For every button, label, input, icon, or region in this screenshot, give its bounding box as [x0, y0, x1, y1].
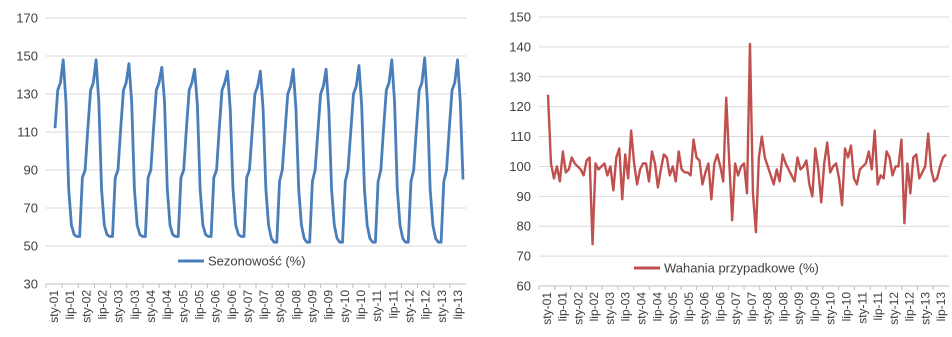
x-tick-label: lip-02 — [96, 290, 110, 320]
y-tick-label: 130 — [16, 87, 38, 102]
x-tick-label: sty-07 — [729, 292, 743, 325]
y-tick-label: 120 — [509, 99, 531, 114]
x-tick-label: sty-01 — [540, 292, 554, 325]
x-tick-label: lip-03 — [128, 290, 142, 320]
legend: Wahania przypadkowe (%) — [630, 258, 856, 278]
x-tick-label: sty-06 — [698, 292, 712, 325]
x-tick-label: sty-12 — [887, 292, 901, 325]
x-tick-label: sty-13 — [435, 290, 449, 323]
x-tick-label: lip-01 — [556, 292, 570, 322]
y-tick-label: 60 — [517, 279, 531, 294]
x-tick-label: sty-09 — [306, 290, 320, 323]
y-tick-label: 70 — [24, 201, 38, 216]
x-tick-label: lip-05 — [682, 292, 696, 322]
x-tick-label: sty-11 — [370, 290, 384, 322]
x-tick-label: lip-11 — [386, 290, 400, 319]
x-tick-label: sty-05 — [666, 292, 680, 325]
x-tick-label: lip-07 — [257, 290, 271, 320]
y-tick-label: 90 — [24, 163, 38, 178]
x-tick-label: lip-09 — [808, 292, 822, 322]
y-tick-label: 130 — [509, 69, 531, 84]
x-tick-label: sty-05 — [176, 290, 190, 323]
x-tick-label: sty-03 — [603, 292, 617, 325]
x-tick-label: sty-12 — [402, 290, 416, 323]
x-tick-label: lip-08 — [289, 290, 303, 320]
x-tick-label: sty-06 — [209, 290, 223, 323]
x-tick-label: lip-06 — [713, 292, 727, 322]
x-tick-label: lip-05 — [192, 290, 206, 320]
x-tick-label: sty-08 — [273, 290, 287, 323]
series-line — [53, 56, 465, 244]
y-tick-label: 150 — [16, 49, 38, 64]
x-tick-label: lip-06 — [225, 290, 239, 320]
x-tick-label: sty-10 — [338, 290, 352, 323]
x-tick-label: sty-11 — [855, 292, 869, 324]
legend-background — [174, 250, 368, 272]
y-tick-label: 110 — [17, 125, 38, 140]
y-tick-label: 100 — [509, 159, 531, 174]
x-tick-label: lip-01 — [63, 290, 77, 320]
x-tick-label: lip-12 — [419, 290, 433, 320]
x-tick-label: lip-02 — [587, 292, 601, 322]
y-tick-label: 80 — [517, 219, 531, 234]
x-tick-label: lip-04 — [160, 290, 174, 320]
x-tick-label: lip-07 — [745, 292, 759, 322]
x-tick-label: lip-10 — [354, 290, 368, 320]
y-tick-label: 30 — [24, 277, 38, 292]
x-tick-label: lip-03 — [619, 292, 633, 322]
y-tick-label: 170 — [16, 11, 38, 26]
y-tick-label: 110 — [510, 129, 531, 144]
y-tick-label: 150 — [509, 10, 531, 25]
legend: Sezonowość (%) — [174, 250, 368, 272]
x-tick-label: lip-13 — [934, 292, 948, 322]
x-tick-label: sty-01 — [47, 290, 61, 323]
x-tick-label: sty-02 — [79, 290, 93, 323]
legend-background — [630, 258, 856, 278]
x-tick-label: lip-04 — [650, 292, 664, 322]
y-tick-label: 50 — [24, 239, 38, 254]
x-tick-label: lip-09 — [322, 290, 336, 320]
x-tick-label: sty-08 — [761, 292, 775, 325]
x-tick-label: sty-02 — [571, 292, 585, 325]
series-line — [546, 42, 947, 246]
x-tick-label: sty-13 — [918, 292, 932, 325]
x-tick-label: lip-08 — [776, 292, 790, 322]
y-tick-label: 140 — [509, 39, 531, 54]
x-tick-label: lip-11 — [871, 292, 885, 321]
x-tick-label: sty-04 — [144, 290, 158, 323]
x-tick-label: lip-13 — [451, 290, 465, 320]
legend-label: Sezonowość (%) — [208, 254, 306, 269]
x-tick-label: sty-07 — [241, 290, 255, 323]
x-tick-label: sty-10 — [824, 292, 838, 325]
x-tick-label: sty-09 — [792, 292, 806, 325]
legend-label: Wahania przypadkowe (%) — [664, 261, 819, 276]
x-tick-label: lip-10 — [840, 292, 854, 322]
x-tick-label: sty-04 — [635, 292, 649, 325]
x-tick-label: sty-03 — [112, 290, 126, 323]
x-tick-label: lip-12 — [903, 292, 917, 322]
y-tick-label: 90 — [517, 189, 531, 204]
y-tick-label: 70 — [517, 249, 531, 264]
